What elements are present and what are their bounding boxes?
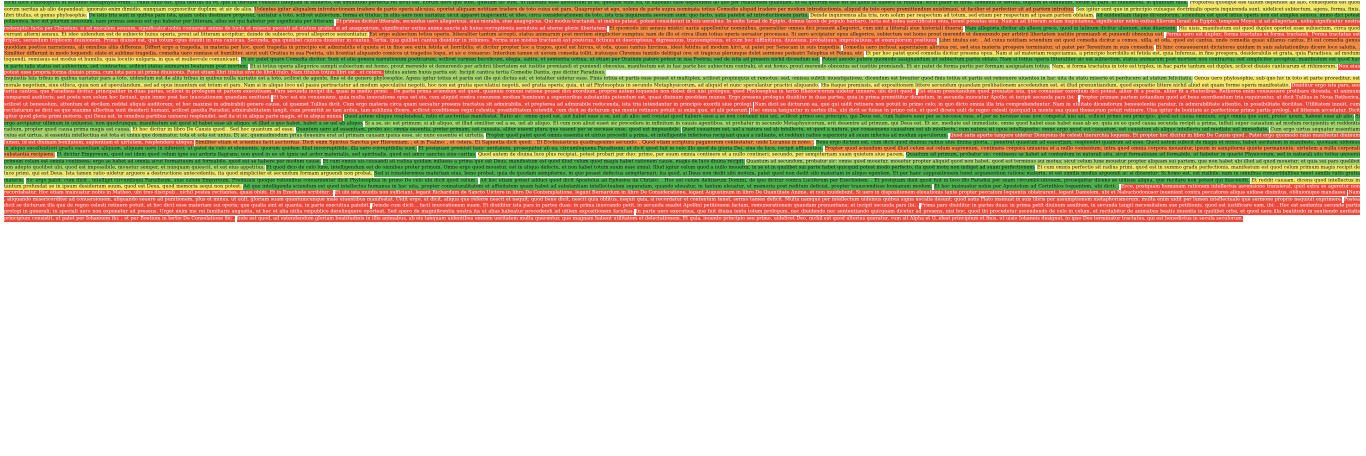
highlighted-segment: Quod causatum est, uel a natura uel ab i… [682,126,1269,134]
highlighted-segment: Et sic patet quare Comedia dicitur. Sunt… [240,57,821,64]
highlighted-segment: Uolentes igitur aliqualem introductionem… [254,6,1075,13]
highlighted-segment: Et dicitur Empyreum, quod est idem quod … [56,152,477,159]
highlighted-segment: Est ergo subiectum totius operis, litter… [369,32,1164,39]
highlighted-segment: Sic ergo patet: cum dicit , intelligit c… [26,177,479,184]
highlighted-segment: Ad hoc etiam potest adduci quod dicit Ap… [480,177,1250,184]
highlighted-segment: Nam allegoria dicitur ab alleon grece, q… [964,25,1177,32]
highlighted-segment: Nam, si forma tractatus in toto est trip… [1051,63,1337,70]
highlighted-segment: Et quod dico de celo lune, intelligendum… [266,164,1036,172]
highlighted-segment: Et hoc est eis conueniens, quia multa in… [272,95,1078,102]
paragraph: Sicut dicit Philosophus in secundo Metap… [4,1,1360,77]
highlighted-segment: Et hoc insinuatur nobis per Apostolum ad… [934,183,1120,191]
highlighted-segment: Et ubi ista inuidis non sufficiant, lega… [334,190,1347,197]
highlighted-segment: Inde est quod, ad ostendendum gloriam be… [236,215,1244,222]
highlighted-segment: Et quomodo isti sensus mistici uariis ap… [609,25,964,32]
highlighted-segment: De istis tria sunt in quibus pars ista, … [88,13,809,20]
highlighted-segment: Propter quod patet quod omnis essentia e… [485,133,949,140]
highlighted-segment: Quantum uero ad essentiam, probo sic: om… [295,126,681,134]
highlighted-segment: Sicut dicit Philosophus in secundo Metap… [4,1,1189,7]
highlighted-segment: Quod autem de diuina luce plus recipiat,… [478,152,905,159]
highlighted-segment: Deinde cum dicit: , facit inuocationem s… [371,202,919,210]
highlighted-segment: Et si totius operis allegorice sumpti su… [250,63,1051,70]
highlighted-segment: Ad que intelligenda sciendum est quod in… [243,183,933,191]
highlighted-segment: Quod autem ubique resplendeat, ratio et … [344,114,1354,121]
highlighted-segment: Et hoc dicitur in libro De Causis quod .… [132,126,294,134]
highlighted-segment: Et cum omnis uis causandi sit radius qui… [322,158,745,165]
highlighted-segment: His itaque premissis, ad expositionem li… [820,82,1290,89]
highlighted-segment: Deinde inquiremus alia tria, non solum p… [810,13,1095,20]
highlighted-segment: Similiter etiam et scientius facit aucto… [195,139,815,146]
highlighted-segment: Et postquam premisit hanc ueritatem, pro… [418,145,823,153]
paragraph: Inquisitis hiis tribus in quibus uariatu… [4,76,1360,223]
document-body: Sicut dicit Philosophus in secundo Metap… [4,1,1360,453]
highlighted-segment: Comedia uero inchoat asperitatem alicuiu… [842,44,1155,51]
highlighted-segment: titulus autem huius partis est: Incipit … [384,70,606,77]
highlighted-segment: Inquisitis hiis tribus in quibus uariatu… [4,76,1193,83]
